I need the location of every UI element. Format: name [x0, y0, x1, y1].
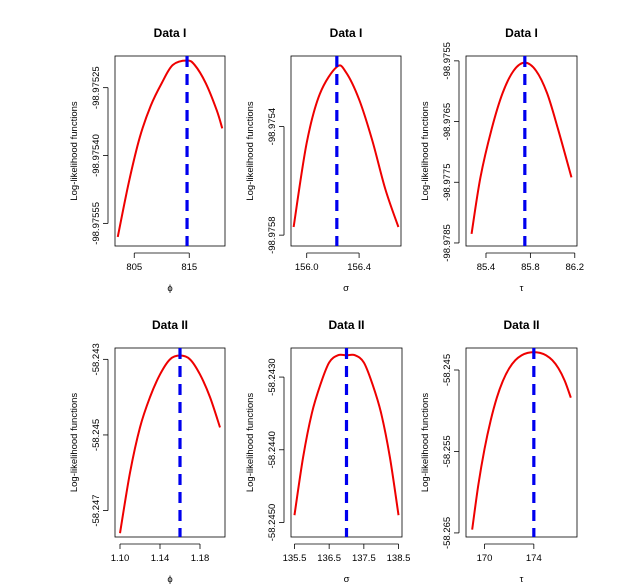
x-tick-label: 174 [526, 553, 542, 564]
chart-title: Data II [152, 318, 188, 332]
y-tick-label: -98.9775 [442, 164, 453, 202]
y-tick-label: -58.245 [91, 419, 102, 451]
likelihood-curve [470, 61, 573, 235]
chart-title: Data I [154, 26, 187, 40]
y-tick-label: -58.2430 [267, 358, 278, 396]
y-tick-label: -98.97555 [91, 202, 102, 245]
chart-title: Data II [503, 318, 539, 332]
x-axis-label: ϕ [167, 574, 172, 585]
y-axis-label: Log-likelihood functions [420, 101, 431, 201]
panel-data2-phi: Data II 1.10 1.14 1.18 -58.243 -58.245 -58.247… [69, 318, 226, 585]
y-axis-label: Log-likelihood functions [245, 101, 256, 201]
y-tick-label: -98.9785 [442, 224, 453, 262]
plot-frame [465, 55, 578, 247]
chart-title: Data II [328, 318, 364, 332]
plot-frame [290, 55, 402, 247]
plot-frame [465, 347, 578, 538]
x-tick-label: 138.5 [387, 553, 411, 564]
panel-data1-sigma: Data I 156.0 156.4 -98.9754 -98.9758 σ Log-lik… [245, 26, 402, 294]
x-tick-label: 1.14 [151, 553, 170, 564]
y-tick-label: -58.245 [442, 354, 453, 386]
y-axis-label: Log-likelihood functions [245, 393, 256, 493]
x-tick-label: 85.4 [477, 262, 496, 273]
y-tick-label: -98.9754 [267, 108, 278, 146]
panel-data1-phi: Data I 805 815 -98.97525 -98.97540 -98.97555 ϕ… [69, 26, 226, 294]
y-tick-label: -98.97540 [91, 134, 102, 177]
x-tick-label: 135.5 [283, 553, 307, 564]
y-axis-label: Log-likelihood functions [420, 393, 431, 493]
x-tick-label: 805 [126, 262, 142, 273]
x-axis-label: σ [344, 574, 350, 585]
y-axis-label: Log-likelihood functions [69, 101, 80, 201]
plot-frame [114, 55, 226, 247]
y-tick-label: -98.97525 [91, 66, 102, 109]
y-tick-label: -98.9765 [442, 103, 453, 141]
x-tick-label: 170 [477, 553, 493, 564]
y-axis-label: Log-likelihood functions [69, 393, 80, 493]
x-tick-label: 136.5 [317, 553, 341, 564]
x-tick-label: 156.4 [347, 262, 371, 273]
y-tick-label: -58.265 [442, 517, 453, 549]
panel-data2-sigma: Data II 135.5 136.5 137.5 138.5 -58.2430 -58.2… [245, 318, 410, 585]
x-axis-label: ϕ [167, 283, 172, 294]
x-tick-label: 86.2 [566, 262, 585, 273]
likelihood-curve [292, 64, 400, 228]
x-tick-label: 1.10 [111, 553, 130, 564]
y-tick-label: -98.9758 [267, 216, 278, 254]
panel-data1-tau: Data I 85.4 85.8 86.2 -98.9755 -98.9765 -98.97… [420, 26, 584, 294]
chart-title: Data I [330, 26, 363, 40]
chart-title: Data I [505, 26, 538, 40]
plot-frame [114, 347, 226, 538]
likelihood-curve [116, 59, 224, 238]
likelihood-curve [293, 353, 400, 516]
y-tick-label: -58.247 [91, 494, 102, 526]
x-axis-label: τ [520, 283, 524, 294]
x-tick-label: 137.5 [352, 553, 376, 564]
y-tick-label: -58.2440 [267, 431, 278, 469]
likelihood-curve [471, 351, 572, 530]
y-tick-label: -98.9755 [442, 42, 453, 80]
x-tick-label: 815 [181, 262, 197, 273]
x-tick-label: 1.18 [191, 553, 210, 564]
y-tick-label: -58.243 [91, 343, 102, 375]
x-tick-label: 85.8 [521, 262, 540, 273]
y-tick-label: -58.255 [442, 435, 453, 467]
y-tick-label: -58.2450 [267, 504, 278, 542]
x-tick-label: 156.0 [295, 262, 319, 273]
panel-data2-tau: Data II 170 174 -58.245 -58.255 -58.265 τ Log-l… [420, 318, 578, 585]
x-axis-label: τ [520, 574, 524, 585]
likelihood-curve [119, 354, 221, 534]
x-axis-label: σ [343, 283, 349, 294]
